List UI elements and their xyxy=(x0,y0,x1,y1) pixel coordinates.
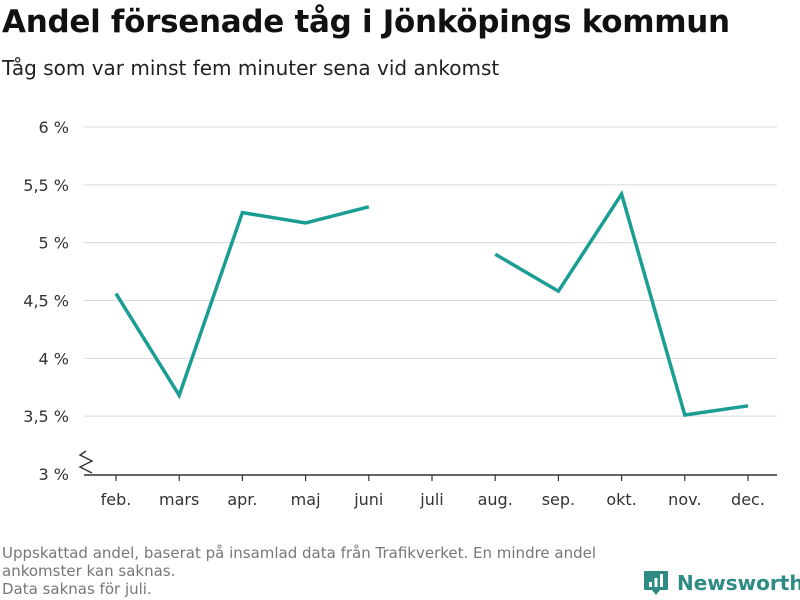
y-tick-label: 6 % xyxy=(39,118,69,137)
y-tick-label: 4 % xyxy=(39,349,69,368)
y-tick-label: 5 % xyxy=(39,234,69,253)
footer-note-missing: Data saknas för juli. xyxy=(2,580,152,598)
gridlines xyxy=(84,126,777,417)
x-tick-label: sep. xyxy=(542,490,575,509)
axis-break-icon xyxy=(78,450,94,474)
chart-title: Andel försenade tåg i Jönköpings kommun xyxy=(2,4,730,40)
x-tick-label: juli xyxy=(419,490,443,509)
x-tick-label: mars xyxy=(159,490,199,509)
line-chart: 3 % 3,5 % 4 % 4,5 % 5 % 5,5 % 6 % feb. mars apr.… xyxy=(23,118,777,509)
x-tick-label: juni xyxy=(353,490,383,509)
x-tick-label: apr. xyxy=(227,490,257,509)
footer-notes: Uppskattad andel, baserat på insamlad da… xyxy=(2,544,632,598)
x-tick-label: aug. xyxy=(478,490,513,509)
data-series xyxy=(114,189,749,417)
brand-name: Newsworthy xyxy=(677,571,800,595)
y-tick-label: 3 % xyxy=(39,465,69,484)
x-tick-label: dec. xyxy=(731,490,765,509)
x-tick-label: okt. xyxy=(606,490,636,509)
chart-subtitle: Tåg som var minst fem minuter sena vid a… xyxy=(2,56,500,80)
x-tick-label: nov. xyxy=(668,490,701,509)
y-tick-label: 5,5 % xyxy=(23,176,69,195)
x-tick-label: maj xyxy=(291,490,321,509)
footer-note-source: Uppskattad andel, baserat på insamlad da… xyxy=(2,544,597,580)
y-axis-labels: 3 % 3,5 % 4 % 4,5 % 5 % 5,5 % 6 % xyxy=(23,118,69,484)
brand-logo[interactable]: Newsworthy xyxy=(643,568,800,598)
x-axis-labels: feb. mars apr. maj juni juli aug. sep. okt. nov. d… xyxy=(101,490,765,509)
bar-chart-logo-icon xyxy=(644,571,668,595)
x-axis-ticks xyxy=(115,475,749,481)
y-tick-label: 4,5 % xyxy=(23,292,69,311)
x-tick-label: feb. xyxy=(101,490,132,509)
y-tick-label: 3,5 % xyxy=(23,407,69,426)
series-line-segment xyxy=(494,189,749,417)
series-line-segment xyxy=(114,205,370,400)
